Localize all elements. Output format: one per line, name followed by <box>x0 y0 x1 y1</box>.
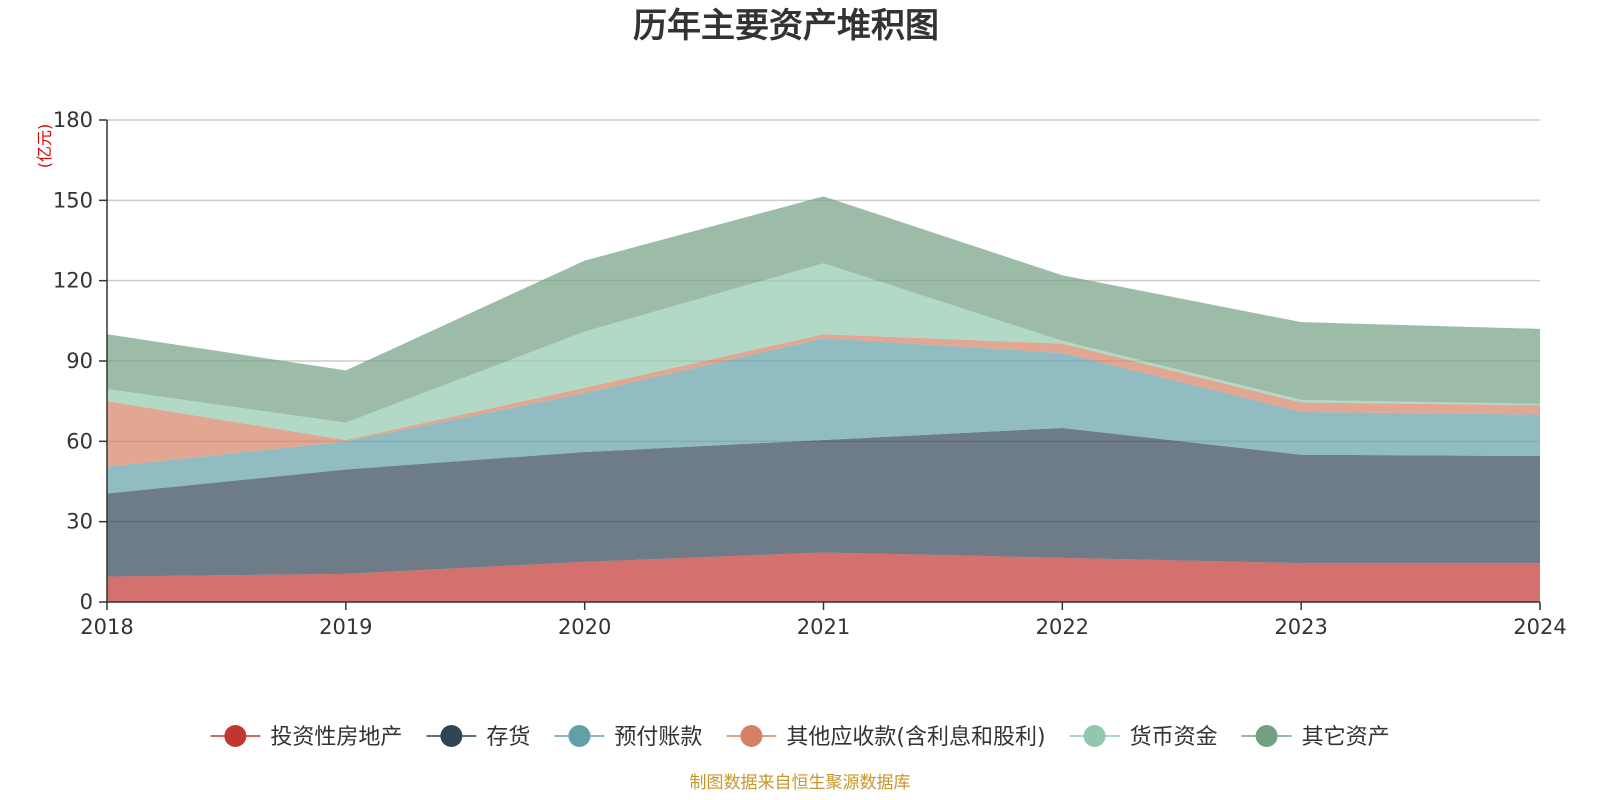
legend-circle-marker <box>740 725 763 747</box>
legend-item-3: 预付账款 <box>554 725 702 750</box>
y-tick-label: 150 <box>53 188 93 212</box>
area-5 <box>107 263 1540 440</box>
y-axis-unit-label: (亿元) <box>35 124 54 169</box>
y-tick-label: 60 <box>66 429 93 453</box>
area-series <box>107 196 1540 602</box>
legend: 投资性房地产 存货 预付账款 其他应收款(含利息和股利) 货币资金 其它资产 <box>210 725 1390 750</box>
y-tick-label: 30 <box>66 510 93 534</box>
y-tick-label: 120 <box>53 269 93 293</box>
x-tick-label: 2018 <box>80 615 133 639</box>
x-tick-label: 2024 <box>1513 615 1566 639</box>
legend-label: 其它资产 <box>1302 725 1390 750</box>
legend-circle-marker <box>1083 725 1106 747</box>
area-2 <box>107 427 1540 577</box>
chart-title: 历年主要资产堆积图 <box>633 6 939 46</box>
area-3 <box>107 338 1540 494</box>
y-tick-label: 0 <box>80 590 93 614</box>
legend-item-2: 存货 <box>426 725 530 750</box>
legend-label: 存货 <box>486 725 530 750</box>
area-6 <box>107 196 1540 423</box>
x-tick-label: 2023 <box>1274 615 1327 639</box>
legend-label: 投资性房地产 <box>270 725 402 750</box>
x-tick-label: 2022 <box>1036 615 1089 639</box>
legend-item-1: 投资性房地产 <box>210 725 402 750</box>
legend-label: 货币资金 <box>1130 725 1218 750</box>
legend-item-5: 货币资金 <box>1069 725 1218 750</box>
legend-circle-marker <box>440 725 463 747</box>
legend-circle-marker <box>224 725 247 747</box>
legend-item-6: 其它资产 <box>1241 725 1390 750</box>
legend-circle-marker <box>1255 725 1278 747</box>
legend-label: 其他应收款(含利息和股利) <box>786 725 1045 750</box>
source-note: 制图数据来自恒生聚源数据库 <box>690 773 911 793</box>
x-tick-label: 2019 <box>319 615 372 639</box>
legend-item-4: 其他应收款(含利息和股利) <box>726 725 1046 750</box>
legend-label: 预付账款 <box>614 725 702 750</box>
area-1 <box>107 552 1540 602</box>
y-tick-label: 180 <box>53 108 93 132</box>
axes: 0 30 60 90 120 150 180 2018 2019 2020 2021 2022 2023… <box>53 108 1567 639</box>
legend-circle-marker <box>568 725 591 747</box>
x-tick-label: 2020 <box>558 615 611 639</box>
y-tick-label: 90 <box>66 349 93 373</box>
x-tick-label: 2021 <box>797 615 850 639</box>
